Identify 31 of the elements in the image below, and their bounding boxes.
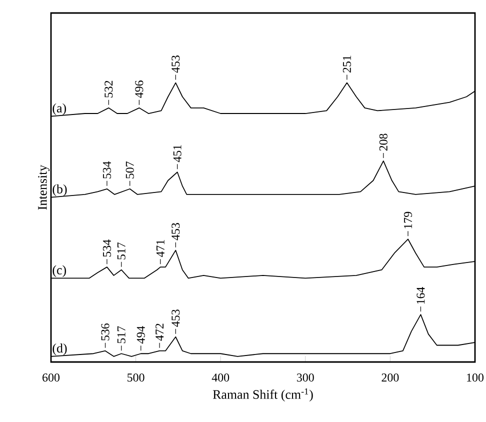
annotation: 471 [156, 240, 164, 258]
annotation: 494 [136, 326, 145, 344]
annotation: 536 [101, 323, 110, 340]
annotation: 534 [102, 161, 111, 178]
annotation: 453 [172, 56, 180, 73]
annotation: 534 [102, 240, 111, 257]
series-label: (b) [52, 184, 67, 196]
x-tick-label: 500 [128, 374, 144, 382]
annotation: 517 [117, 326, 126, 344]
annotation: 179 [404, 212, 412, 228]
annotation: 453 [172, 223, 180, 240]
annotation: 496 [135, 80, 144, 98]
x-tick-label: 600 [42, 374, 60, 382]
x-tick-label: 300 [297, 374, 314, 382]
x-tick-label: 400 [212, 374, 230, 382]
annotation: 164 [416, 286, 425, 304]
annotation: 453 [172, 310, 180, 327]
annotation: 507 [126, 162, 134, 178]
annotation: 517 [117, 242, 126, 260]
y-axis-title: Intensity [38, 164, 50, 210]
series-label: (d) [52, 343, 67, 356]
annotation: 208 [379, 134, 388, 151]
x-axis-title: Raman Shift (cm$^{-1}$) [212, 388, 313, 402]
x-tick-label: 200 [382, 374, 399, 382]
series-label: (a) [52, 103, 66, 116]
series-label: (c) [52, 265, 66, 278]
annotation: 472 [156, 324, 164, 341]
annotation: 451 [173, 145, 182, 162]
annotation: 532 [104, 80, 113, 98]
annotation: 251 [342, 56, 351, 72]
x-tick-label: 100 [467, 374, 484, 382]
